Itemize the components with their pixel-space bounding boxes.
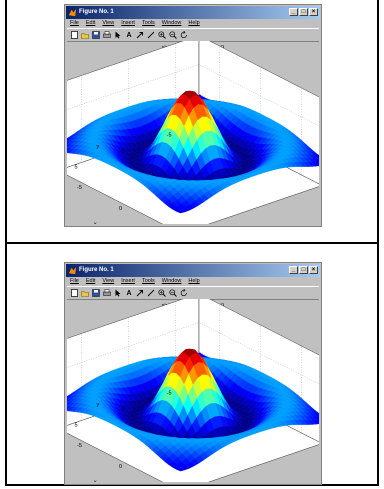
menu-view[interactable]: View [102,278,115,284]
y-axis-label: y [97,144,100,150]
select-arrow-icon[interactable] [114,31,122,39]
menu-file[interactable]: File [70,20,79,26]
menu-tools[interactable]: Tools [141,20,155,26]
new-file-icon[interactable] [70,289,78,297]
surface-plot-canvas: sin(sqrt(x²+y²))/sqrt(x²+y²)10.50-0.550-… [67,41,319,224]
menu-window[interactable]: Window [161,278,182,284]
text-tool-icon[interactable]: A [126,289,132,297]
rotate-icon[interactable] [180,289,188,297]
menu-window[interactable]: Window [161,20,182,26]
x-tick-label: -5 [77,185,82,191]
y-tick-label: 0 [121,149,124,155]
zoom-out-icon[interactable] [169,31,177,39]
surface-mesh [67,348,319,472]
menu-edit[interactable]: Edit [85,278,96,284]
axes-group: sin(sqrt(x²+y²))/sqrt(x²+y²)10.50-0.550-… [67,41,319,224]
menu-file[interactable]: File [70,278,79,284]
window-controls: _ □ × [289,266,318,275]
new-file-icon[interactable] [70,31,78,39]
y-tick-label: -5 [167,133,172,139]
select-arrow-icon[interactable] [114,289,122,297]
arrow-tool-icon[interactable] [136,31,144,39]
x-axis-label: x [94,222,97,224]
close-button[interactable]: × [309,8,318,16]
axes-group: sin(sqrt(x²+y²))/sqrt(x²+y²)10.50-0.550-… [67,299,319,482]
zoom-in-icon[interactable] [158,31,166,39]
zoom-out-icon[interactable] [169,289,177,297]
y-tick-label: 5 [74,165,77,171]
toolbar: A [67,28,319,42]
menu-insert[interactable]: Insert [121,278,135,284]
x-tick-label: -5 [77,443,82,449]
menu-view[interactable]: View [102,20,115,26]
toolbar: A [67,286,319,300]
x-tick-label: 0 [119,206,122,212]
arrow-tool-icon[interactable] [136,289,144,297]
minimize-button[interactable]: _ [289,266,298,274]
document-cell-separator [5,242,379,244]
menu-bar: File Edit View Insert Tools Window Help [67,19,319,28]
line-tool-icon[interactable] [147,289,155,297]
x-tick-label: 0 [119,464,122,470]
save-icon[interactable] [92,289,100,297]
maximize-button[interactable]: □ [299,8,308,16]
title-bar[interactable]: Figure No. 1 _ □ × [66,6,320,19]
menu-tools[interactable]: Tools [141,278,155,284]
title-bar[interactable]: Figure No. 1 _ □ × [66,264,320,277]
surface-patch [175,209,186,214]
figure-window-1: Figure No. 1 _ □ × File Edit View Insert… [64,4,322,227]
print-icon[interactable] [103,31,111,39]
surface-patch [175,467,186,472]
maximize-button[interactable]: □ [299,266,308,274]
minimize-button[interactable]: _ [289,8,298,16]
y-tick-label: -5 [167,391,172,397]
figure-window-2: Figure No. 1 _ □ × File Edit View Insert… [64,262,322,485]
menu-help[interactable]: Help [188,278,200,284]
x-axis-label: x [94,480,97,482]
surface-mesh [67,90,319,214]
close-button[interactable]: × [309,266,318,274]
line-tool-icon[interactable] [147,31,155,39]
print-icon[interactable] [103,289,111,297]
open-folder-icon[interactable] [81,31,89,39]
window-title: Figure No. 1 [79,267,114,273]
window-controls: _ □ × [289,8,318,17]
surface-plot-canvas: sin(sqrt(x²+y²))/sqrt(x²+y²)10.50-0.550-… [67,299,319,482]
open-folder-icon[interactable] [81,289,89,297]
text-tool-icon[interactable]: A [126,31,132,39]
window-title: Figure No. 1 [79,9,114,15]
y-tick-label: 0 [121,407,124,413]
menu-bar: File Edit View Insert Tools Window Help [67,277,319,286]
y-tick-label: 5 [74,423,77,429]
zoom-in-icon[interactable] [158,289,166,297]
menu-insert[interactable]: Insert [121,20,135,26]
menu-edit[interactable]: Edit [85,20,96,26]
plot-area: sin(sqrt(x²+y²))/sqrt(x²+y²)10.50-0.550-… [67,41,319,224]
menu-help[interactable]: Help [188,20,200,26]
plot-area: sin(sqrt(x²+y²))/sqrt(x²+y²)10.50-0.550-… [67,299,319,482]
y-axis-label: y [97,402,100,408]
matlab-logo-icon [68,266,77,275]
save-icon[interactable] [92,31,100,39]
rotate-icon[interactable] [180,31,188,39]
matlab-logo-icon [68,8,77,17]
